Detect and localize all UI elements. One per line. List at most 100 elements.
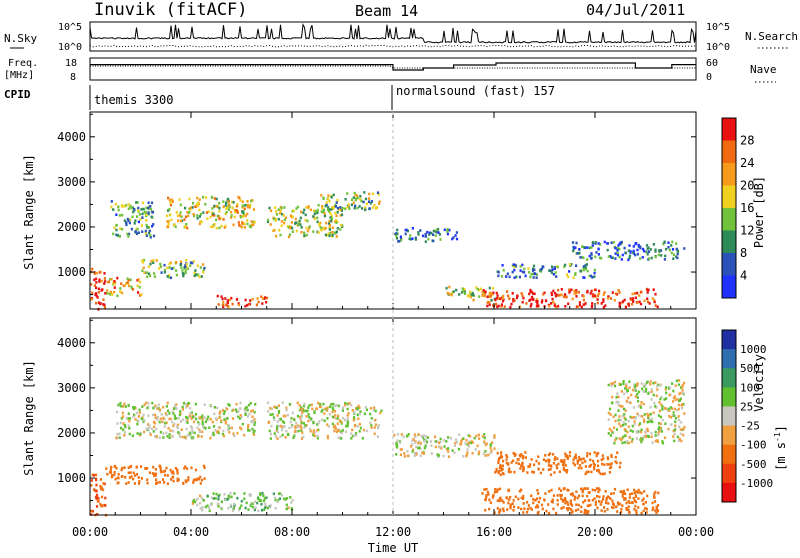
power-cell-10 (584, 302, 587, 305)
velocity-cell-2 (152, 406, 155, 410)
power-cell-3 (189, 264, 192, 267)
velocity-cell-2 (115, 436, 118, 440)
velocity-cell-8 (679, 391, 682, 395)
velocity-cell-6 (548, 490, 551, 493)
power-cell-3 (147, 265, 150, 268)
velocity-cell-6 (526, 501, 529, 504)
velocity-cell-2 (208, 426, 211, 429)
power-cell-0 (95, 271, 98, 275)
velocity-cell-8 (625, 399, 628, 403)
power-cell-10 (484, 292, 487, 295)
power-cell-9 (460, 291, 464, 294)
power-cell-0 (95, 301, 98, 305)
velocity-cell-5 (470, 440, 473, 443)
velocity-cell-6 (653, 492, 656, 496)
velocity-heatmap (90, 379, 686, 517)
velocity-cell-6 (609, 497, 612, 500)
velocity-cell-4 (316, 434, 319, 438)
power-cell-7 (365, 202, 369, 206)
power-cell-4 (178, 214, 182, 217)
velocity-cell-7 (616, 451, 619, 454)
power-cell-3 (189, 261, 192, 264)
power-cell-12 (597, 242, 600, 245)
power-cell-4 (167, 220, 170, 223)
power-cell-1 (119, 287, 122, 290)
velocity-cell-4 (358, 406, 361, 409)
power-cell-8 (414, 236, 417, 240)
power-cell-2 (152, 234, 156, 238)
velocity-cell-6 (575, 503, 578, 506)
power-cell-12 (671, 240, 674, 244)
velocity-cell-6 (537, 500, 540, 504)
power-colorbar-tick: 4 (740, 269, 747, 283)
power-cell-11 (532, 267, 535, 271)
velocity-cell-4 (279, 435, 282, 438)
velocity-cell-6 (540, 503, 544, 507)
velocity-cell-4 (331, 410, 334, 414)
time-tick-label: 08:00 (274, 525, 310, 539)
velocity-cell-1 (163, 481, 166, 484)
power-cell-6 (304, 218, 307, 222)
velocity-cell-4 (326, 423, 329, 426)
velocity-cell-4 (340, 431, 344, 435)
velocity-cell-6 (630, 501, 633, 504)
power-cell-10 (495, 302, 498, 306)
velocity-cell-8 (630, 440, 633, 444)
power-colorbar-swatch (722, 140, 736, 164)
velocity-cell-6 (572, 494, 575, 497)
velocity-cell-0 (99, 485, 102, 488)
velocity-cell-7 (614, 455, 617, 459)
velocity-cell-8 (632, 416, 635, 419)
velocity-cell-6 (513, 505, 516, 509)
velocity-cell-0 (97, 500, 100, 503)
power-cell-6 (331, 234, 334, 237)
velocity-cell-8 (608, 427, 611, 431)
power-cell-8 (452, 236, 455, 239)
velocity-cell-8 (649, 382, 652, 386)
power-cell-12 (618, 255, 621, 259)
velocity-cell-0 (99, 478, 103, 481)
power-cell-12 (627, 258, 630, 262)
velocity-cell-8 (660, 403, 663, 406)
velocity-cell-8 (625, 383, 628, 386)
power-y-label: Slant Range [km] (22, 154, 36, 270)
velocity-cell-6 (488, 498, 491, 502)
power-cell-11 (527, 267, 530, 270)
power-cell-11 (500, 275, 504, 278)
velocity-cell-6 (610, 492, 613, 495)
power-cell-2 (117, 208, 120, 212)
velocity-cell-7 (562, 466, 565, 470)
velocity-cell-4 (316, 423, 319, 426)
velocity-cell-2 (141, 405, 144, 408)
velocity-cell-3 (247, 508, 250, 511)
power-cell-11 (529, 275, 532, 279)
power-cell-3 (163, 270, 166, 274)
velocity-colorbar-swatch (722, 463, 736, 484)
velocity-cell-1 (199, 482, 202, 485)
velocity-cell-6 (558, 487, 561, 490)
velocity-cell-2 (142, 420, 145, 424)
velocity-cell-7 (531, 470, 534, 474)
velocity-cell-5 (484, 454, 487, 457)
velocity-cell-4 (312, 421, 315, 424)
nsky-tick-top: 10^5 (58, 22, 82, 33)
velocity-cell-7 (593, 451, 596, 454)
velocity-cell-8 (619, 418, 623, 422)
velocity-cell-6 (586, 487, 589, 490)
power-cell-7 (326, 208, 330, 212)
power-cell-10 (586, 290, 589, 294)
power-cell-10 (557, 288, 560, 292)
velocity-cell-2 (181, 405, 184, 409)
power-cell-6 (306, 219, 309, 223)
velocity-cell-2 (157, 407, 160, 410)
velocity-cell-4 (345, 424, 348, 428)
power-cell-10 (589, 292, 592, 295)
velocity-cell-2 (221, 409, 225, 412)
power-cell-2 (115, 223, 118, 227)
velocity-cell-5 (458, 433, 461, 436)
power-cell-3 (158, 267, 161, 270)
power-cell-11 (550, 271, 553, 274)
velocity-cell-7 (592, 466, 596, 469)
velocity-cell-2 (218, 412, 221, 415)
velocity-cell-4 (373, 432, 376, 436)
